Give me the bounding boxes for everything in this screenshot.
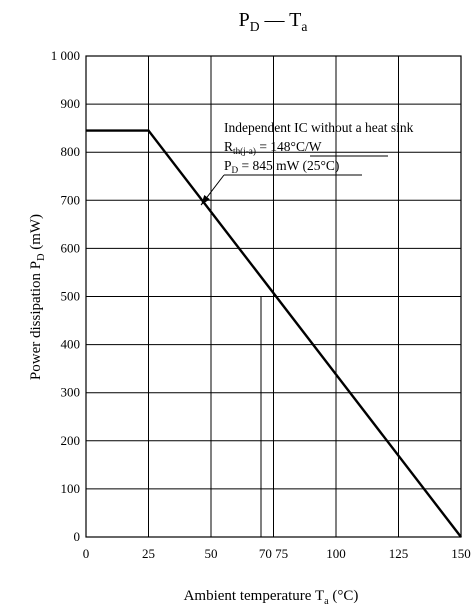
annotation: Independent IC without a heat sink Rth(j…	[201, 120, 414, 205]
x-tick-label: 125	[389, 546, 409, 561]
y-tick-label: 800	[61, 144, 81, 159]
x-tick-label: 50	[205, 546, 218, 561]
y-tick-labels: 0 100 200 300 400 500 600 700 800 900 1 000	[51, 48, 80, 544]
annotation-line-2: Rth(j-a) = 148°C/W	[224, 139, 322, 156]
y-tick-label: 500	[61, 289, 81, 304]
x-tick-label: 150	[451, 546, 471, 561]
y-tick-label: 600	[61, 240, 81, 255]
x-tick-label: 100	[326, 546, 346, 561]
annotation-line-3: PD = 845 mW (25°C)	[224, 158, 339, 175]
y-tick-label: 100	[61, 481, 81, 496]
y-tick-label: 400	[61, 337, 81, 352]
y-tick-label: 300	[61, 385, 81, 400]
y-tick-label: 1 000	[51, 48, 80, 63]
x-tick-labels: 0 25 50 70 75 100 125 150	[83, 546, 471, 561]
y-tick-label: 900	[61, 96, 81, 111]
x-tick-label: 0	[83, 546, 90, 561]
x-axis-label: Ambient temperature Ta (°C)	[184, 588, 359, 607]
y-tick-label: 0	[74, 529, 81, 544]
annotation-line-1: Independent IC without a heat sink	[224, 120, 414, 135]
x-tick-label: 70 75	[259, 546, 288, 561]
chart-title: PD — Ta	[239, 9, 308, 34]
x-tick-label: 25	[142, 546, 155, 561]
y-axis-label: Power dissipation PD (mW)	[28, 214, 47, 380]
y-tick-label: 700	[61, 192, 81, 207]
y-tick-label: 200	[61, 433, 81, 448]
